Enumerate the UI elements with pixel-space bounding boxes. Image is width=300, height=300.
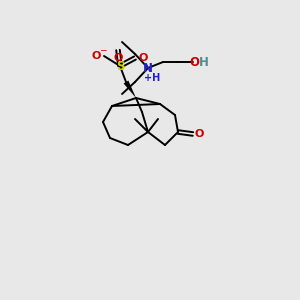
Text: −: − <box>99 46 107 55</box>
Text: N: N <box>143 61 153 74</box>
Text: O: O <box>138 53 148 63</box>
Text: O: O <box>113 53 123 63</box>
Text: +H: +H <box>144 73 160 83</box>
Polygon shape <box>124 80 136 98</box>
Text: O: O <box>189 56 199 68</box>
Text: S: S <box>116 59 124 73</box>
Text: O: O <box>194 129 204 139</box>
Text: H: H <box>199 56 209 68</box>
Text: O: O <box>91 51 101 61</box>
